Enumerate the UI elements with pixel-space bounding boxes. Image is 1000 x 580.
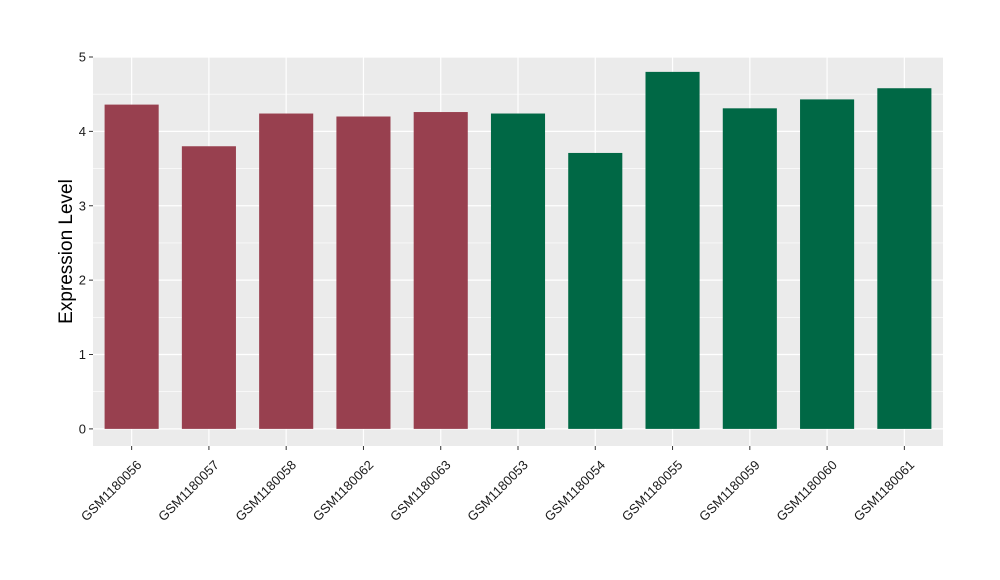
- y-tick-label: 5: [79, 50, 86, 65]
- bar-GSM1180055: [645, 71, 700, 429]
- x-tick-label: GSM1180057: [155, 457, 222, 524]
- x-tick-label: GSM1180060: [773, 457, 840, 524]
- x-tick-label: GSM1180063: [387, 457, 454, 524]
- x-tick-label: GSM1180055: [619, 457, 686, 524]
- bar-GSM1180062: [336, 116, 391, 429]
- bar-GSM1180059: [722, 108, 777, 429]
- bar-GSM1180061: [877, 88, 932, 429]
- y-tick-label: 1: [79, 347, 86, 362]
- bar-GSM1180063: [413, 112, 468, 429]
- bar-GSM1180056: [104, 104, 159, 429]
- bar-GSM1180057: [181, 146, 236, 429]
- y-axis: 0 1 2 3 4 5: [79, 50, 93, 436]
- bar-GSM1180060: [800, 99, 855, 429]
- bar-GSM1180058: [259, 113, 314, 429]
- x-tick-label: GSM1180054: [542, 457, 609, 524]
- bar-GSM1180054: [568, 152, 623, 429]
- y-axis-title: Expression Level: [56, 179, 77, 324]
- bars: [104, 71, 932, 429]
- x-tick-label: GSM1180056: [78, 457, 145, 524]
- x-tick-label: GSM1180053: [464, 457, 531, 524]
- x-tick-label: GSM1180058: [232, 457, 299, 524]
- x-axis: GSM1180056 GSM1180057 GSM1180058 GSM1180062…: [78, 446, 917, 524]
- y-tick-label: 4: [79, 124, 86, 139]
- y-tick-label: 2: [79, 273, 86, 288]
- y-tick-label: 0: [79, 421, 86, 436]
- x-tick-label: GSM1180062: [310, 457, 377, 524]
- x-tick-label: GSM1180059: [696, 457, 763, 524]
- y-tick-label: 3: [79, 198, 86, 213]
- x-tick-label: GSM1180061: [851, 457, 918, 524]
- bar-GSM1180053: [490, 113, 546, 429]
